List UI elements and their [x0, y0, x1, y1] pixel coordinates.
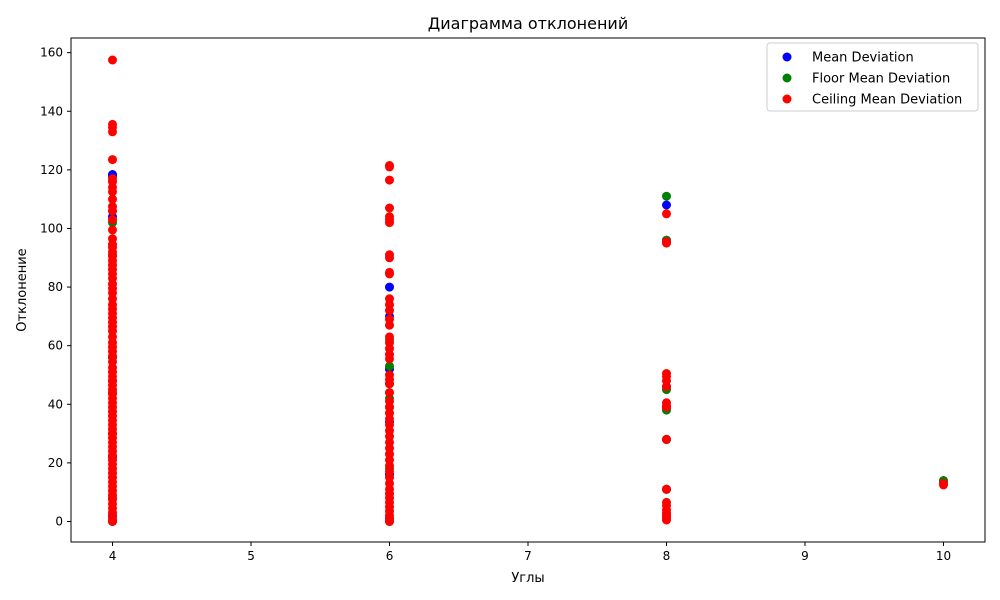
chart-title: Диаграмма отклонений: [428, 14, 628, 33]
data-point: [385, 218, 394, 228]
legend-label: Floor Mean Deviation: [812, 72, 950, 87]
data-point: [662, 515, 671, 525]
data-point: [385, 306, 394, 315]
data-point: [385, 253, 394, 263]
x-tick-label: 9: [801, 549, 809, 563]
legend-marker: [782, 52, 792, 62]
y-tick-label: 40: [48, 397, 63, 411]
data-point: [108, 187, 117, 197]
data-point: [385, 517, 394, 526]
x-tick-label: 8: [663, 549, 671, 563]
y-tick-label: 140: [40, 104, 63, 118]
x-tick-label: 10: [936, 549, 951, 563]
data-point: [662, 402, 671, 412]
data-point: [385, 175, 394, 185]
data-point: [939, 480, 948, 490]
data-point: [108, 127, 117, 137]
y-axis-ticks: 0 20 40 60 80 100 120 140 160: [40, 46, 71, 528]
legend: Mean Deviation Floor Mean Deviation Ceilin…: [766, 42, 979, 112]
data-point: [385, 388, 394, 398]
data-point: [662, 238, 671, 248]
data-point: [385, 269, 394, 279]
data-point: [385, 320, 394, 330]
legend-label: Ceiling Mean Deviation: [812, 93, 962, 108]
data-point: [108, 194, 117, 204]
data-point: [385, 282, 394, 292]
y-tick-label: 80: [48, 280, 63, 294]
data-point: [662, 200, 671, 210]
y-tick-label: 0: [55, 514, 63, 528]
x-tick-label: 7: [524, 549, 532, 563]
data-point: [108, 206, 117, 216]
x-tick-label: 6: [386, 549, 394, 563]
data-point: [108, 55, 117, 65]
data-point: [108, 517, 117, 526]
legend-box: [766, 42, 979, 112]
data-point: [662, 191, 671, 201]
y-tick-label: 20: [48, 456, 63, 470]
data-point: [662, 209, 671, 219]
data-point: [662, 484, 671, 494]
data-point: [385, 162, 394, 172]
data-point: [108, 225, 117, 235]
y-axis-label: Отклонение: [15, 248, 30, 331]
legend-marker: [782, 94, 792, 104]
y-tick-label: 60: [48, 339, 63, 353]
x-tick-label: 5: [247, 549, 255, 563]
series-2: [108, 55, 948, 526]
y-tick-label: 120: [40, 163, 63, 177]
data-point: [662, 434, 671, 444]
x-axis-label: Углы: [511, 571, 544, 586]
y-tick-label: 100: [40, 221, 63, 235]
points-layer: [108, 55, 948, 526]
data-point: [108, 215, 117, 225]
data-point: [108, 155, 117, 165]
data-point: [385, 203, 394, 213]
x-tick-label: 4: [109, 549, 117, 563]
legend-marker: [782, 73, 792, 83]
y-tick-label: 160: [40, 46, 63, 60]
legend-label: Mean Deviation: [812, 51, 914, 66]
data-point: [662, 382, 671, 392]
x-axis-ticks: 4 5 6 7 8 9 10: [109, 542, 951, 563]
data-point: [385, 361, 394, 371]
data-point: [385, 354, 394, 364]
data-point: [385, 379, 394, 389]
